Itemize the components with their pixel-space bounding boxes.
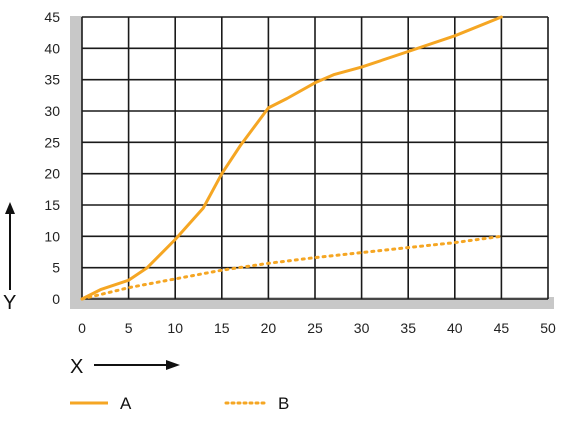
x-axis-band [70,297,554,309]
y-tick-label: 20 [44,166,60,182]
y-tick-label: 35 [44,72,60,88]
y-tick-label: 5 [52,260,60,276]
y-axis-band [70,16,82,305]
series-line-b [80,234,503,301]
x-tick-label: 45 [494,320,510,336]
x-axis-title: X [70,356,83,378]
y-tick-label: 45 [44,9,60,25]
legend: A B [70,394,289,413]
y-tick-label: 30 [44,103,60,119]
x-tick-label: 30 [354,320,370,336]
x-tick-label: 0 [78,320,86,336]
x-tick-label: 15 [214,320,230,336]
series-lines [80,15,503,301]
grid [81,16,549,300]
y-axis-title: Y [3,292,16,314]
y-axis-arrowhead [5,202,15,214]
y-tick-label: 10 [44,228,60,244]
y-tick-label: 40 [44,40,60,56]
x-tick-label: 10 [167,320,183,336]
y-tick-label: 0 [52,291,60,307]
x-tick-label: 40 [447,320,463,336]
x-tick-label: 35 [400,320,416,336]
x-tick-label: 5 [125,320,133,336]
x-axis-arrowhead [166,360,180,370]
legend-label-a: A [120,394,132,413]
y-tick-labels: 0 5 10 15 20 25 30 35 40 45 [44,9,60,307]
x-tick-label: 25 [307,320,323,336]
series-line-a [80,15,503,301]
x-tick-label: 20 [261,320,277,336]
legend-label-b: B [278,394,289,413]
x-tick-labels: 0 5 10 15 20 25 30 35 40 45 50 [78,320,556,336]
x-tick-label: 50 [540,320,556,336]
y-tick-label: 25 [44,134,60,150]
y-tick-label: 15 [44,197,60,213]
